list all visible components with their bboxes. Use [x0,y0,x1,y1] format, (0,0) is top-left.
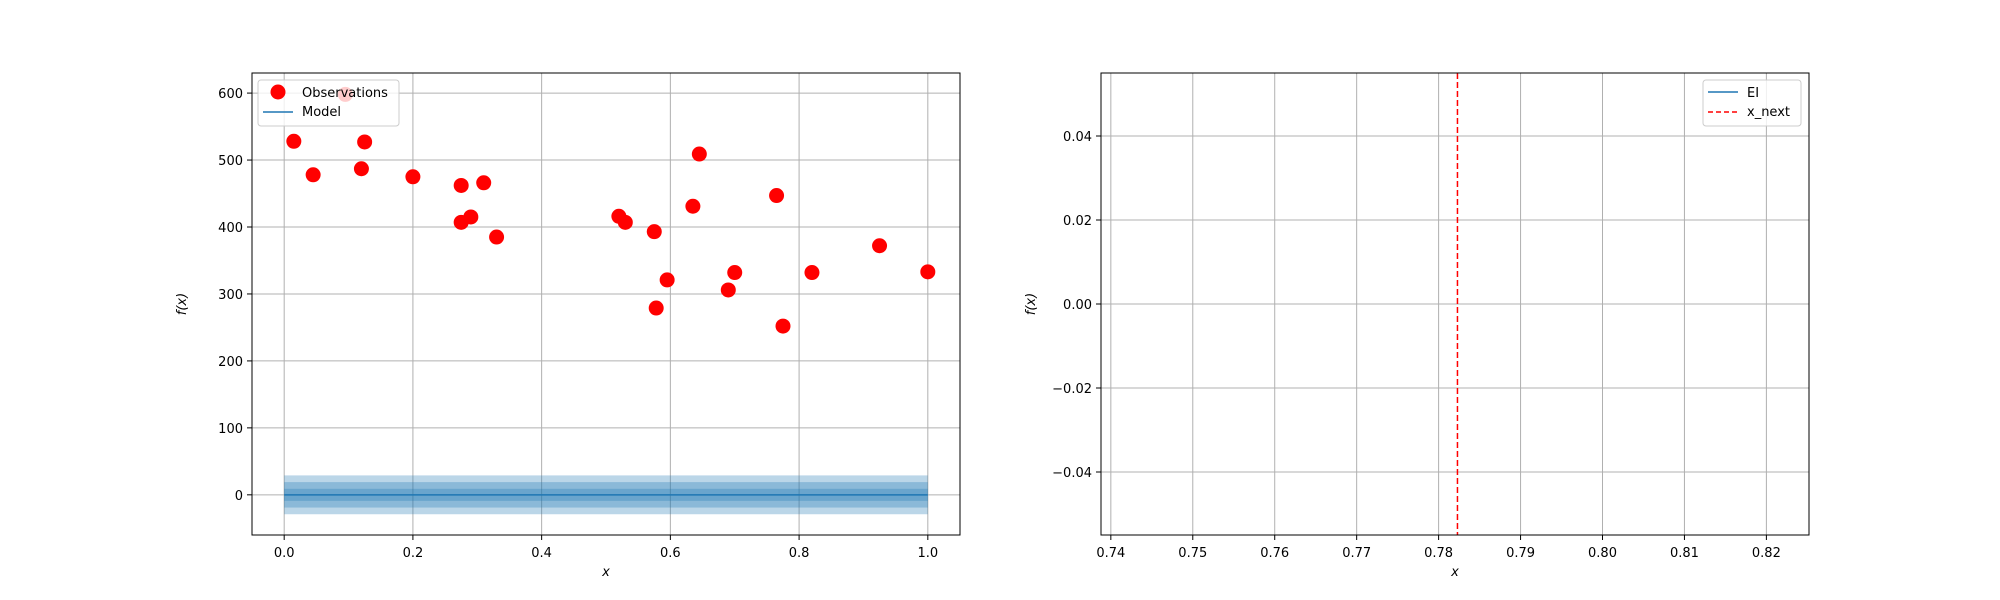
observation-points [286,86,936,334]
x-tick-label: 0.79 [1506,546,1535,561]
x-tick-label: 0.76 [1260,546,1289,561]
legend: Observations Model [257,79,400,127]
observation-point [453,177,469,193]
observation-point [476,175,492,191]
x-tick-label: 0.81 [1670,546,1699,561]
x-tick-label: 0.80 [1588,546,1617,561]
x-tick-label: 0.2 [403,546,424,561]
observation-point [646,224,662,240]
observation-point [305,167,321,183]
y-tick-label: 0.00 [1063,298,1092,313]
grid-lines [252,73,960,535]
x-ticks: 0.0 0.2 0.4 0.6 0.8 1.0 [274,535,938,561]
x-axis-label: x [601,565,610,580]
observation-point [286,133,302,149]
observation-point [691,146,707,162]
y-ticks: −0.04 −0.02 0.00 0.02 0.04 [1052,130,1101,481]
x-tick-label: 0.75 [1178,546,1207,561]
legend: EI x_next [1702,79,1802,127]
ei-plot: 0.74 0.75 0.76 0.77 0.78 0.79 0.80 0.81 0.82 −0.… [1024,72,1810,580]
observation-point [357,134,373,150]
legend-box [257,79,400,127]
observation-point [463,209,479,225]
y-tick-label: 300 [218,288,243,303]
observation-point [804,265,820,281]
x-tick-label: 0.77 [1342,546,1371,561]
y-tick-label: −0.04 [1052,466,1092,481]
observation-point [353,161,369,177]
legend-label-ei: EI [1747,86,1759,101]
plot-frame [251,72,961,536]
y-tick-label: 0 [235,489,243,504]
grid-lines [1101,73,1809,535]
x-tick-label: 0.0 [274,546,295,561]
x-tick-label: 0.6 [660,546,681,561]
x-tick-label: 1.0 [917,546,938,561]
observation-point [659,272,675,288]
y-tick-label: −0.02 [1052,382,1092,397]
model-plot: 0.0 0.2 0.4 0.6 0.8 1.0 0 100 200 300 400 500 600 x… [175,72,961,580]
observation-point [727,265,743,281]
legend-label-model: Model [302,105,341,120]
x-tick-label: 0.74 [1096,546,1125,561]
y-tick-label: 0.04 [1063,130,1092,145]
x-ticks: 0.74 0.75 0.76 0.77 0.78 0.79 0.80 0.81 0.82 [1096,535,1781,561]
observation-point [872,238,888,254]
x-tick-label: 0.4 [531,546,552,561]
observation-point [648,300,664,316]
y-tick-label: 0.02 [1063,214,1092,229]
observation-point [769,188,785,204]
x-axis-label: x [1450,565,1459,580]
observation-point [489,229,505,245]
observation-point [617,214,633,230]
legend-marker-observations [270,84,286,100]
y-axis-label: f(x) [175,293,190,315]
y-axis-label: f(x) [1024,293,1039,315]
observation-point [720,282,736,298]
legend-label-x-next: x_next [1747,105,1790,120]
observation-point [685,198,701,214]
observation-point [920,264,936,280]
x-tick-label: 0.78 [1424,546,1453,561]
y-tick-label: 200 [218,355,243,370]
y-tick-label: 600 [218,87,243,102]
y-ticks: 0 100 200 300 400 500 600 [218,87,252,504]
y-tick-label: 500 [218,154,243,169]
observation-point [775,318,791,334]
observation-point [405,169,421,185]
y-tick-label: 100 [218,422,243,437]
legend-label-observations: Observations [302,86,388,101]
x-tick-label: 0.8 [789,546,810,561]
y-tick-label: 400 [218,221,243,236]
x-tick-label: 0.82 [1752,546,1781,561]
